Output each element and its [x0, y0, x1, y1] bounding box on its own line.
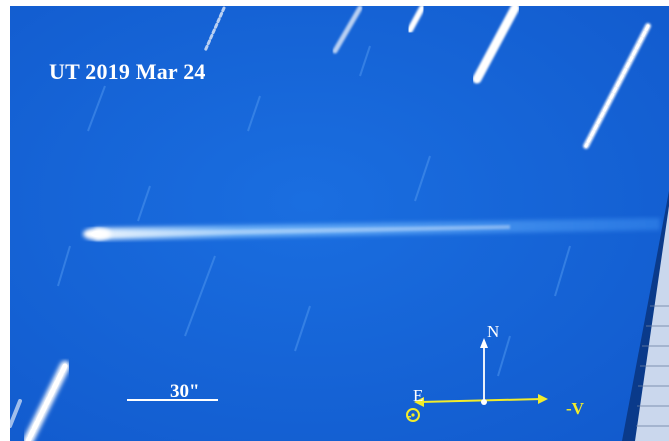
sky-image: UT 2019 Mar 24 30" N E -V - [10, 6, 669, 441]
compass [406, 338, 548, 422]
comet [83, 218, 660, 240]
east-label: E [413, 386, 424, 405]
observation-date-label: UT 2019 Mar 24 [49, 59, 206, 84]
east-arrow-head [414, 397, 424, 407]
compass-origin [481, 399, 487, 405]
velocity-arrow-head [538, 394, 548, 404]
anti-velocity-label: -V [566, 399, 584, 418]
faint-star-trails [57, 45, 571, 377]
bright-star-trails [10, 6, 651, 441]
sun-symbol-icon [406, 408, 420, 422]
detector-edge [622, 191, 669, 441]
sky-field [10, 6, 669, 441]
anti-sun-label: - [406, 406, 412, 425]
north-label: N [487, 322, 500, 341]
scale-bar-label: 30" [170, 381, 200, 402]
north-arrow-head [480, 338, 488, 348]
